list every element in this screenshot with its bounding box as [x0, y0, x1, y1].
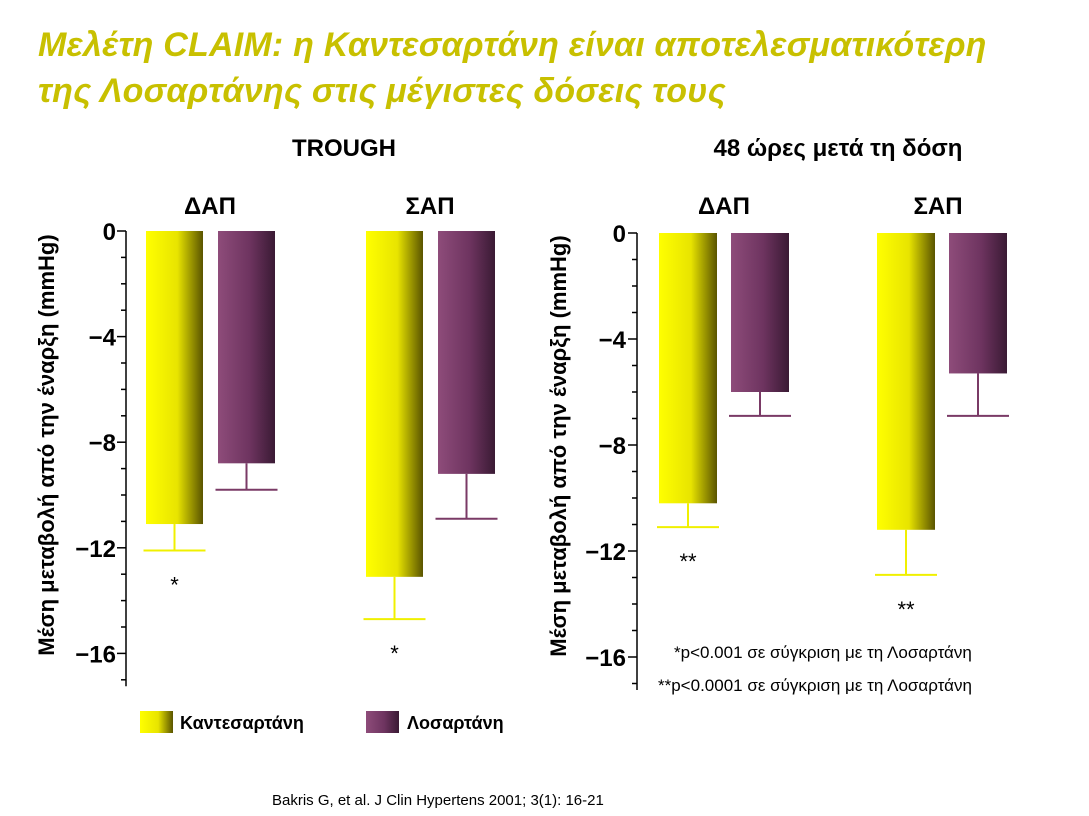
slide-title-line-1: Μελέτη CLAIM: η Καντεσαρτάνη είναι αποτε…	[38, 26, 987, 64]
bar-candesartan	[146, 231, 203, 525]
legend-label-candesartan: Καντεσαρτάνη	[180, 713, 304, 733]
group-label: ΔΑΠ	[184, 193, 236, 220]
significance-marker: **	[897, 597, 915, 622]
group-label: ΣΑΠ	[913, 193, 962, 220]
group-label: ΔΑΠ	[698, 193, 750, 220]
y-tick-label: −12	[585, 539, 626, 566]
footnote-2: **p<0.0001 σε σύγκριση με τη Λοσαρτάνη	[658, 676, 972, 695]
y-tick-label: −16	[585, 645, 626, 672]
bar-losartan	[438, 231, 495, 474]
legend-swatch-candesartan	[140, 711, 173, 733]
footnote-1: *p<0.001 σε σύγκριση με τη Λοσαρτάνη	[674, 643, 972, 662]
y-tick-label: −12	[75, 536, 116, 563]
significance-marker: *	[170, 572, 179, 597]
panel-title-2: 48 ώρες μετά τη δόση	[714, 135, 963, 162]
legend-swatch-losartan	[366, 711, 399, 733]
significance-marker: *	[390, 641, 399, 666]
bar-candesartan	[659, 233, 717, 504]
panel-title-1: TROUGH	[292, 135, 396, 162]
bar-candesartan	[366, 231, 423, 577]
bar-candesartan	[877, 233, 935, 530]
group-label: ΣΑΠ	[405, 193, 454, 220]
bar-losartan	[731, 233, 789, 392]
y-tick-label: −4	[599, 327, 627, 354]
y-axis-label-1: Μέση μεταβολή από την έναρξη (mmHg)	[34, 234, 59, 655]
significance-marker: **	[679, 549, 697, 574]
bar-losartan	[949, 233, 1007, 374]
y-axis-label-2: Μέση μεταβολή από την έναρξη (mmHg)	[546, 235, 571, 656]
y-tick-label: −8	[89, 430, 116, 457]
y-tick-label: −16	[75, 641, 116, 668]
legend-label-losartan: Λοσαρτάνη	[407, 713, 504, 733]
slide-title: Μελέτη CLAIM: η Καντεσαρτάνη είναι αποτε…	[38, 22, 1078, 114]
citation: Bakris G, et al. J Clin Hypertens 2001; …	[272, 792, 604, 809]
y-tick-label: 0	[103, 219, 116, 246]
y-tick-label: −8	[599, 433, 626, 460]
y-tick-label: 0	[613, 221, 626, 248]
bar-losartan	[218, 231, 275, 464]
slide-title-line-2: της Λοσαρτάνης στις μέγιστες δόσεις τους	[38, 72, 726, 110]
y-tick-label: −4	[89, 325, 117, 352]
